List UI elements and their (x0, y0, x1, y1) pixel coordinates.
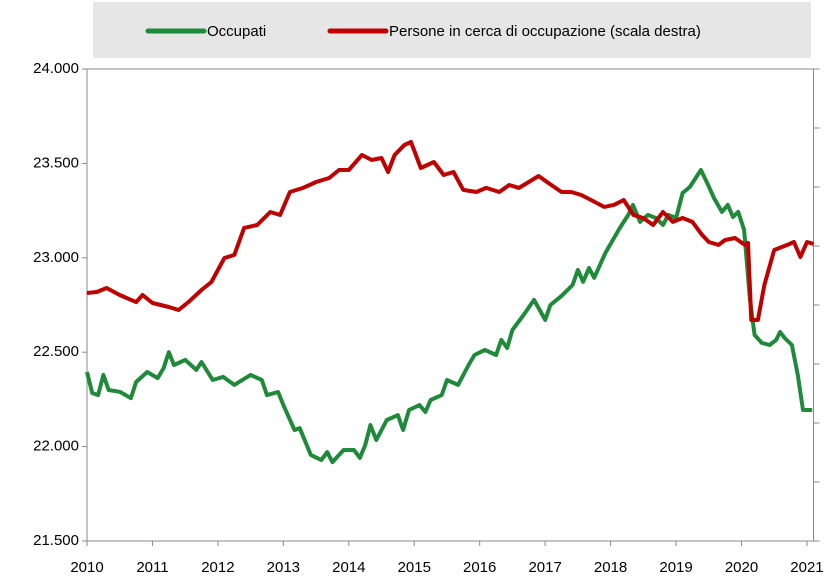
line (86, 140, 815, 322)
y-tick-label: 24.000 (33, 60, 79, 77)
x-tick-label: 2013 (267, 559, 300, 576)
x-tick-label: 2015 (398, 559, 431, 576)
x-tick-label: 2014 (332, 559, 365, 576)
legend-label: Occupati (207, 23, 266, 40)
y-tick-label: 23.000 (33, 249, 79, 266)
y-tick-label: 22.500 (33, 343, 79, 360)
x-tick-label: 2019 (659, 559, 692, 576)
y-tick-label: 23.500 (33, 154, 79, 171)
legend-box (93, 2, 811, 58)
y-tick-label: 22.000 (33, 438, 79, 455)
legend-label: Persone in cerca di occupazione (scala d… (389, 23, 701, 40)
plot-frame (86, 68, 814, 542)
x-tick-label: 2018 (594, 559, 627, 576)
x-tick-label: 2011 (136, 559, 168, 576)
x-tick-label: 2021 (790, 559, 823, 576)
x-tick-label: 2017 (528, 559, 561, 576)
x-tick-label: 2016 (463, 559, 496, 576)
line (85, 168, 813, 465)
y-tick-label: 21.500 (33, 532, 79, 549)
x-tick-label: 2010 (70, 559, 103, 576)
x-tick-label: 2020 (725, 559, 758, 576)
x-tick-label: 2012 (201, 559, 234, 576)
